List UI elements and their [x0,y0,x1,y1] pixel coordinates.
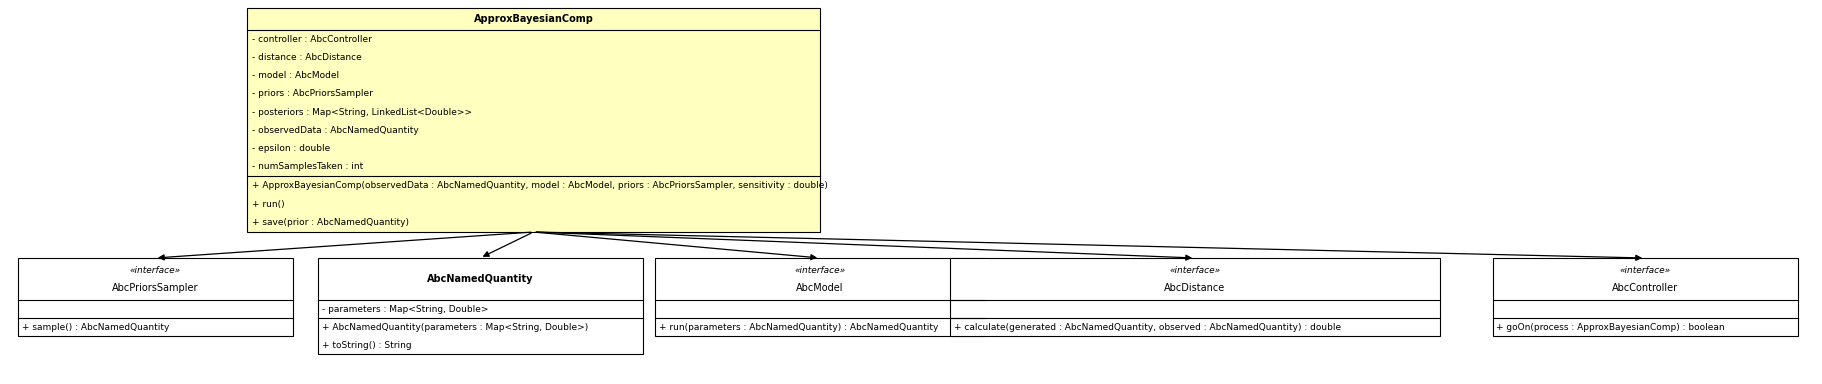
Text: + run(): + run() [251,200,284,209]
Text: - posteriors : Map<String, LinkedList<Double>>: - posteriors : Map<String, LinkedList<Do… [251,108,472,117]
Text: «interface»: «interface» [1170,266,1221,275]
Text: + run(parameters : AbcNamedQuantity) : AbcNamedQuantity: + run(parameters : AbcNamedQuantity) : A… [660,323,938,331]
Text: «interface»: «interface» [129,266,180,275]
Text: - parameters : Map<String, Double>: - parameters : Map<String, Double> [321,305,488,313]
Bar [248,8,820,232]
Text: + AbcNamedQuantity(parameters : Map<String, Double>): + AbcNamedQuantity(parameters : Map<Stri… [321,323,589,331]
Text: + save(prior : AbcNamedQuantity): + save(prior : AbcNamedQuantity) [251,218,408,227]
Text: + goOn(process : ApproxBayesianComp) : boolean: + goOn(process : ApproxBayesianComp) : b… [1496,323,1725,331]
Text: AbcNamedQuantity: AbcNamedQuantity [426,274,534,284]
Bar [949,258,1439,336]
Bar [1492,258,1798,336]
Text: ApproxBayesianComp: ApproxBayesianComp [474,14,594,24]
Text: AbcPriorsSampler: AbcPriorsSampler [111,283,199,293]
Text: + toString() : String: + toString() : String [321,341,412,349]
Text: AbcDistance: AbcDistance [1164,283,1226,293]
Bar [654,258,986,336]
Text: «interface»: «interface» [794,266,845,275]
Text: «interface»: «interface» [1620,266,1671,275]
Text: - priors : AbcPriorsSampler: - priors : AbcPriorsSampler [251,89,374,98]
Text: - controller : AbcController: - controller : AbcController [251,35,372,44]
Text: AbcController: AbcController [1612,283,1678,293]
Text: AbcModel: AbcModel [796,283,844,293]
Text: - distance : AbcDistance: - distance : AbcDistance [251,53,363,62]
Text: + ApproxBayesianComp(observedData : AbcNamedQuantity, model : AbcModel, priors :: + ApproxBayesianComp(observedData : AbcN… [251,181,827,190]
Text: - model : AbcModel: - model : AbcModel [251,71,339,80]
Text: - epsilon : double: - epsilon : double [251,144,330,153]
Text: + calculate(generated : AbcNamedQuantity, observed : AbcNamedQuantity) : double: + calculate(generated : AbcNamedQuantity… [955,323,1341,331]
Bar [18,258,293,336]
Text: - numSamplesTaken : int: - numSamplesTaken : int [251,162,363,171]
Bar [317,258,643,354]
Text: - observedData : AbcNamedQuantity: - observedData : AbcNamedQuantity [251,126,419,135]
Text: + sample() : AbcNamedQuantity: + sample() : AbcNamedQuantity [22,323,169,331]
